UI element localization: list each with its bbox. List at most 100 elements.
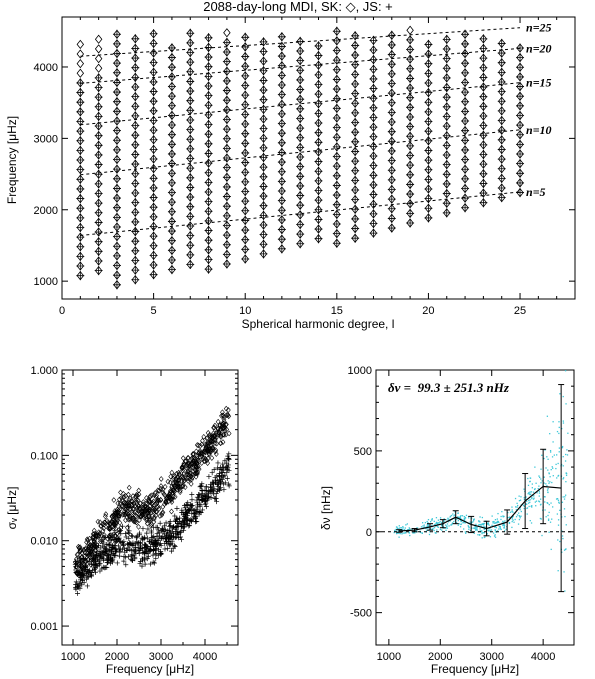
residual-point (522, 504, 525, 507)
js-point (167, 110, 176, 120)
js-point (129, 543, 135, 549)
js-point (241, 138, 250, 148)
residual-point (540, 518, 542, 520)
js-point (259, 47, 268, 57)
sk-point (135, 497, 141, 504)
js-point (516, 91, 525, 101)
residual-point (531, 496, 533, 499)
sk-point (188, 481, 194, 487)
js-point (314, 205, 323, 215)
residual-point (539, 517, 542, 520)
js-point (94, 160, 103, 170)
residual-point (494, 534, 496, 536)
js-point (332, 132, 341, 142)
residual-point (420, 526, 423, 528)
js-point (76, 145, 85, 155)
js-point (167, 518, 173, 524)
js-point (497, 106, 506, 116)
js-point (87, 550, 93, 556)
residual-point (501, 510, 503, 513)
js-point (479, 82, 488, 92)
residual-point (561, 551, 563, 553)
js-point (186, 144, 195, 154)
js-point (226, 467, 232, 473)
js-point (167, 159, 176, 169)
js-point (225, 456, 231, 462)
residual-point (454, 514, 456, 516)
js-point (131, 217, 140, 227)
br-binned-line (396, 384, 565, 593)
sk-point (202, 457, 207, 464)
residual-point (433, 527, 436, 529)
sk-point (155, 503, 161, 510)
js-point (113, 547, 119, 553)
js-point (112, 58, 121, 68)
sk-point (76, 39, 85, 50)
residual-point (558, 451, 560, 453)
js-point (241, 52, 250, 62)
residual-point (507, 511, 509, 514)
residual-point (557, 475, 559, 477)
residual-point (547, 518, 550, 520)
js-point (479, 72, 488, 82)
residual-point (525, 496, 527, 498)
js-point (461, 155, 470, 165)
js-point (134, 539, 140, 545)
js-point (351, 50, 360, 60)
js-point (241, 158, 250, 168)
js-point (351, 146, 360, 156)
sk-point (79, 554, 85, 560)
js-point (259, 201, 268, 211)
residual-point (529, 477, 532, 479)
js-point (277, 90, 286, 100)
js-point (171, 524, 177, 530)
sk-point (126, 484, 132, 491)
js-point (479, 140, 488, 150)
js-point (424, 97, 433, 107)
js-point (369, 84, 378, 94)
js-point (131, 275, 140, 285)
js-point (186, 115, 195, 125)
js-point (222, 66, 231, 76)
js-point (94, 102, 103, 112)
residual-point (450, 524, 452, 526)
residual-point (527, 484, 530, 487)
sk-point (152, 492, 157, 499)
residual-point (440, 521, 443, 524)
residual-point (468, 526, 470, 528)
residual-point (463, 519, 466, 522)
residual-point (475, 529, 477, 531)
js-point (332, 84, 341, 94)
residual-point (483, 524, 485, 526)
js-point (174, 534, 180, 540)
residual-point (496, 518, 498, 520)
js-point (148, 534, 154, 540)
js-point (296, 75, 305, 85)
sk-point (79, 559, 85, 566)
residual-point (545, 467, 547, 469)
js-point (86, 559, 92, 565)
residual-point (518, 515, 520, 517)
js-point (222, 95, 231, 105)
js-point (90, 555, 96, 561)
residual-point (414, 530, 416, 532)
residual-point (503, 523, 505, 525)
js-point (497, 183, 506, 193)
sk-point (205, 439, 211, 445)
residual-point (565, 453, 567, 456)
js-point (215, 460, 221, 466)
js-point (442, 189, 451, 199)
js-point (167, 216, 176, 226)
js-point (406, 151, 415, 161)
js-point (206, 494, 212, 500)
sk-point (101, 519, 107, 526)
residual-point (494, 536, 497, 538)
residual-point (435, 525, 437, 527)
js-point (424, 136, 433, 146)
residual-point (444, 524, 447, 526)
js-point (86, 569, 92, 575)
sk-point (156, 487, 162, 494)
sk-point (158, 483, 164, 489)
residual-point (460, 515, 462, 517)
residual-point (459, 517, 461, 519)
